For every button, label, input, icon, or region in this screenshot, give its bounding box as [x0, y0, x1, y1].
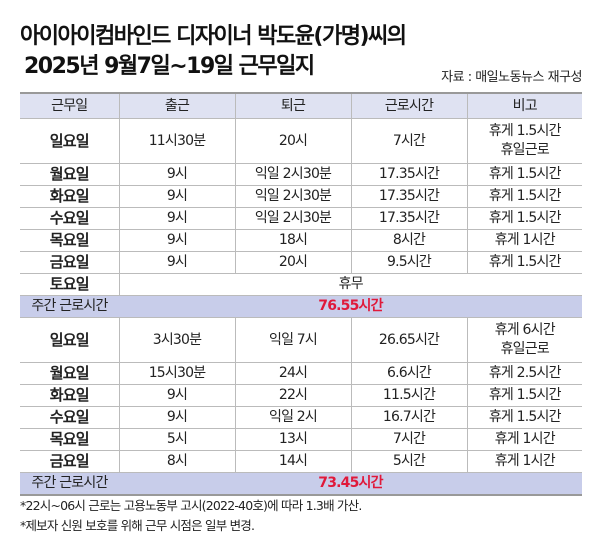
- cell-remarks: 휴게 1.5시간: [466, 384, 582, 407]
- table-row: 화요일 9시 익일 2시30분 17.35시간 휴게 1.5시간: [20, 185, 582, 208]
- cell-hours: 16.7시간: [350, 406, 467, 429]
- cell-hours: 6.6시간: [350, 362, 467, 385]
- table-row: 화요일 9시 22시 11.5시간 휴게 1.5시간: [20, 384, 582, 407]
- weekly-total-value: 76.55시간: [119, 295, 582, 318]
- cell-end: 익일 2시30분: [234, 207, 351, 230]
- cell-hours: 11.5시간: [350, 384, 467, 407]
- cell-start: 9시: [118, 384, 235, 407]
- work-log-table: 근무일 출근 퇴근 근로시간 비고 일요일 11시30분 20시 7시간 휴게 1.5시…: [20, 92, 582, 496]
- source-credit: 자료 : 매일노동뉴스 재구성: [441, 70, 582, 85]
- table-row: 수요일 9시 익일 2시30분 17.35시간 휴게 1.5시간: [20, 207, 582, 230]
- table-row: 금요일 9시 20시 9.5시간 휴게 1.5시간: [20, 251, 582, 274]
- cell-day: 수요일: [20, 207, 119, 230]
- table-row: 수요일 9시 익일 2시 16.7시간 휴게 1.5시간: [20, 406, 582, 429]
- cell-start: 8시: [118, 450, 235, 473]
- cell-remarks: 휴게 1시간: [466, 229, 582, 252]
- cell-day: 일요일: [20, 118, 119, 164]
- cell-remarks: 휴게 1시간: [466, 450, 582, 473]
- cell-remarks: 휴게 1.5시간: [466, 406, 582, 429]
- cell-day: 목요일: [20, 428, 119, 451]
- cell-end: 14시: [234, 450, 351, 473]
- cell-start: 9시: [118, 406, 235, 429]
- cell-start: 9시: [118, 207, 235, 230]
- cell-day: 일요일: [20, 317, 119, 363]
- weekly-total-label: 주간 근로시간: [20, 472, 119, 496]
- cell-remarks: 휴게 2.5시간: [466, 362, 582, 385]
- cell-hours: 7시간: [350, 118, 467, 164]
- weekly-total-row: 주간 근로시간 73.45시간: [20, 472, 582, 496]
- cell-remarks: 휴게 1.5시간: [466, 163, 582, 186]
- cell-start: 3시30분: [118, 317, 235, 363]
- cell-day: 금요일: [20, 450, 119, 473]
- cell-start: 9시: [118, 163, 235, 186]
- cell-start: 15시30분: [118, 362, 235, 385]
- cell-remarks: 휴게 6시간 휴일근로: [466, 317, 582, 363]
- table-row: 금요일 8시 14시 5시간 휴게 1시간: [20, 450, 582, 473]
- weekly-total-value: 73.45시간: [119, 472, 582, 496]
- cell-hours: 8시간: [350, 229, 467, 252]
- cell-end: 20시: [234, 118, 351, 164]
- cell-start: 9시: [118, 251, 235, 274]
- cell-end: 18시: [234, 229, 351, 252]
- weekly-total-row: 주간 근로시간 76.55시간: [20, 295, 582, 318]
- title-line-1: 아이아이컴바인드 디자이너 박도윤(가명)씨의: [20, 24, 407, 49]
- cell-day: 월요일: [20, 163, 119, 186]
- cell-hours: 7시간: [350, 428, 467, 451]
- col-header-remarks: 비고: [466, 92, 582, 119]
- col-header-end: 퇴근: [234, 92, 351, 119]
- cell-start: 5시: [118, 428, 235, 451]
- cell-day: 화요일: [20, 185, 119, 208]
- cell-start: 9시: [118, 229, 235, 252]
- cell-end: 20시: [234, 251, 351, 274]
- cell-start: 11시30분: [118, 118, 235, 164]
- cell-end: 24시: [234, 362, 351, 385]
- cell-hours: 17.35시간: [350, 207, 467, 230]
- table-row: 일요일 11시30분 20시 7시간 휴게 1.5시간 휴일근로: [20, 118, 582, 164]
- cell-end: 익일 2시: [234, 406, 351, 429]
- cell-end: 익일 2시30분: [234, 163, 351, 186]
- footnote: *22시~06시 근로는 고용노동부 고시(2022-40호)에 따라 1.3배…: [20, 498, 362, 513]
- cell-day: 목요일: [20, 229, 119, 252]
- cell-hours: 9.5시간: [350, 251, 467, 274]
- cell-remarks: 휴게 1시간: [466, 428, 582, 451]
- cell-end: 13시: [234, 428, 351, 451]
- table-row: 일요일 3시30분 익일 7시 26.65시간 휴게 6시간 휴일근로: [20, 317, 582, 363]
- table-row: 토요일 휴무: [20, 273, 582, 296]
- cell-end: 22시: [234, 384, 351, 407]
- table-row: 목요일 9시 18시 8시간 휴게 1시간: [20, 229, 582, 252]
- table-row: 목요일 5시 13시 7시간 휴게 1시간: [20, 428, 582, 451]
- cell-remarks: 휴게 1.5시간: [466, 185, 582, 208]
- table-row: 월요일 9시 익일 2시30분 17.35시간 휴게 1.5시간: [20, 163, 582, 186]
- header-row: 근무일 출근 퇴근 근로시간 비고: [20, 92, 582, 119]
- footnotes: *22시~06시 근로는 고용노동부 고시(2022-40호)에 따라 1.3배…: [20, 496, 362, 536]
- footnote: *제보자 신원 보호를 위해 근무 시점은 일부 변경.: [20, 518, 255, 533]
- cell-hours: 26.65시간: [350, 317, 467, 363]
- cell-remarks: 휴게 1.5시간 휴일근로: [466, 118, 582, 164]
- weekly-total-label: 주간 근로시간: [20, 295, 119, 318]
- cell-day: 금요일: [20, 251, 119, 274]
- cell-end: 익일 7시: [234, 317, 351, 363]
- col-header-start: 출근: [118, 92, 235, 119]
- cell-remarks: 휴게 1.5시간: [466, 251, 582, 274]
- cell-day: 토요일: [20, 273, 119, 296]
- cell-day: 월요일: [20, 362, 119, 385]
- col-header-day: 근무일: [20, 92, 119, 119]
- page-title: 아이아이컴바인드 디자이너 박도윤(가명)씨의 2025년 9월7일~19일 근…: [20, 22, 407, 82]
- cell-hours: 5시간: [350, 450, 467, 473]
- col-header-hours: 근로시간: [350, 92, 467, 119]
- cell-off: 휴무: [118, 273, 582, 296]
- cell-day: 화요일: [20, 384, 119, 407]
- cell-end: 익일 2시30분: [234, 185, 351, 208]
- cell-day: 수요일: [20, 406, 119, 429]
- cell-hours: 17.35시간: [350, 163, 467, 186]
- table-row: 월요일 15시30분 24시 6.6시간 휴게 2.5시간: [20, 362, 582, 385]
- cell-hours: 17.35시간: [350, 185, 467, 208]
- title-line-2: 2025년 9월7일~19일 근무일지: [24, 54, 315, 79]
- cell-remarks: 휴게 1.5시간: [466, 207, 582, 230]
- cell-start: 9시: [118, 185, 235, 208]
